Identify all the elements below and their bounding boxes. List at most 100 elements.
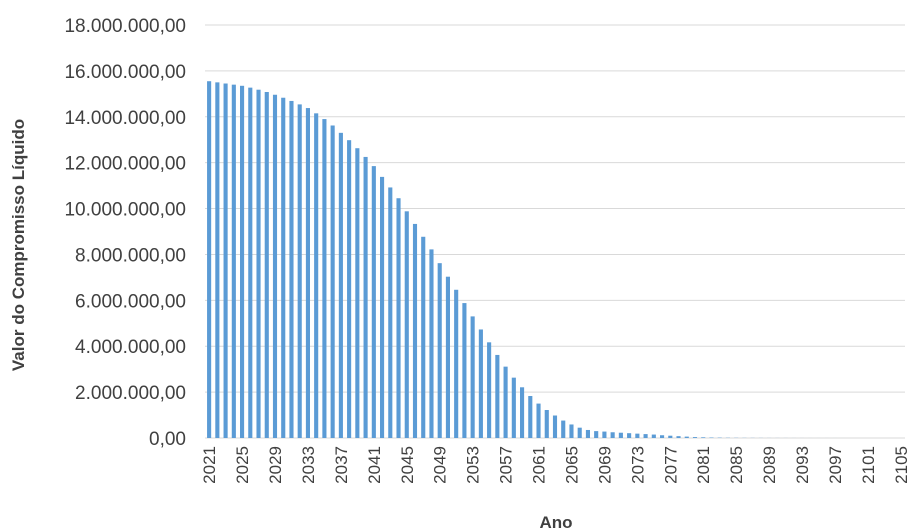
- bar: [520, 387, 525, 438]
- bar: [297, 104, 302, 438]
- bar: [215, 82, 220, 438]
- bar: [511, 377, 516, 438]
- y-tick-label: 18.000.000,00: [64, 16, 186, 37]
- bar: [231, 84, 236, 439]
- bar: [503, 366, 508, 438]
- bar: [355, 148, 360, 438]
- x-tick-label: 2053: [464, 446, 483, 484]
- bar: [305, 108, 310, 438]
- bar: [330, 125, 335, 438]
- bar: [536, 403, 541, 438]
- bar: [314, 113, 319, 438]
- y-tick-label: 4.000.000,00: [75, 337, 186, 358]
- bar: [651, 434, 656, 438]
- bar: [445, 276, 450, 438]
- x-tick-label: 2049: [431, 446, 450, 484]
- x-tick-label: 2025: [233, 446, 252, 484]
- x-tick-label: 2041: [365, 446, 384, 484]
- y-tick-label: 10.000.000,00: [64, 200, 186, 221]
- y-tick-label: 0,00: [149, 429, 186, 450]
- x-tick-label: 2089: [760, 446, 779, 484]
- x-tick-label: 2061: [530, 446, 549, 484]
- bar: [660, 435, 665, 438]
- x-tick-label: 2029: [266, 446, 285, 484]
- x-tick-label: 2081: [694, 446, 713, 484]
- bar: [289, 100, 294, 439]
- bar: [643, 434, 648, 438]
- bar: [363, 156, 368, 439]
- bar: [223, 83, 228, 438]
- x-tick-label: 2037: [332, 446, 351, 484]
- bar: [668, 435, 673, 438]
- bar: [635, 433, 640, 438]
- bar: [272, 94, 278, 439]
- x-axis-title: Ano: [539, 513, 572, 532]
- bar: [388, 187, 393, 438]
- bar: [380, 176, 385, 439]
- gridlines: [205, 24, 905, 439]
- bar: [404, 211, 409, 438]
- bar: [528, 396, 533, 438]
- bar: [561, 420, 566, 438]
- y-tick-label: 2.000.000,00: [75, 383, 186, 404]
- bar: [248, 87, 253, 438]
- bar: [371, 166, 376, 438]
- bar: [544, 410, 549, 438]
- bar: [462, 303, 467, 438]
- bar: [487, 342, 492, 438]
- bar: [454, 289, 459, 438]
- x-tick-label: 2057: [497, 446, 516, 484]
- x-tick-label: 2093: [793, 446, 812, 484]
- y-tick-label: 6.000.000,00: [75, 291, 186, 312]
- x-axis-ticks: 2021 2025 2029 2033 2037 2041 2045 2049 2053 2057…: [200, 446, 910, 484]
- x-tick-label: 2105: [892, 446, 910, 484]
- x-tick-label: 2097: [826, 446, 845, 484]
- bar: [338, 132, 343, 439]
- x-tick-label: 2069: [595, 446, 614, 484]
- x-tick-label: 2073: [628, 446, 647, 484]
- bar: [495, 354, 500, 438]
- bar: [478, 329, 483, 438]
- y-tick-label: 8.000.000,00: [75, 245, 186, 266]
- bar: [569, 424, 574, 438]
- x-tick-label: 2045: [398, 446, 417, 484]
- bar: [396, 198, 401, 438]
- x-tick-label: 2021: [200, 446, 219, 484]
- y-axis-title: Valor do Compromisso Líquido: [9, 119, 28, 371]
- bar: [470, 316, 475, 438]
- y-tick-label: 12.000.000,00: [64, 154, 186, 175]
- bar: [264, 91, 269, 439]
- bar: [256, 89, 261, 438]
- bar: [421, 236, 426, 438]
- bar: [618, 432, 623, 438]
- bar: [692, 437, 698, 438]
- bar: [322, 119, 327, 439]
- bar-series: [207, 81, 903, 439]
- bar: [701, 437, 706, 438]
- bar: [437, 263, 442, 438]
- bar: [602, 431, 607, 438]
- bar: [429, 249, 434, 438]
- x-tick-label: 2065: [562, 446, 581, 484]
- bar: [676, 436, 681, 438]
- y-tick-label: 16.000.000,00: [64, 62, 186, 83]
- bar: [281, 97, 286, 438]
- x-tick-label: 2077: [661, 446, 680, 484]
- bar: [627, 433, 632, 438]
- bar: [577, 427, 582, 438]
- bar: [684, 436, 689, 438]
- bar: [594, 431, 599, 438]
- bar: [347, 140, 352, 439]
- bar: [552, 415, 558, 438]
- y-tick-label: 14.000.000,00: [64, 108, 186, 129]
- bar: [610, 432, 615, 438]
- bar: [412, 223, 418, 438]
- x-tick-label: 2033: [299, 446, 318, 484]
- bar: [240, 85, 245, 438]
- x-tick-label: 2101: [859, 446, 878, 484]
- bar: [207, 81, 212, 438]
- x-tick-label: 2085: [727, 446, 746, 484]
- y-axis-ticks: 0,00 2.000.000,00 4.000.000,00 6.000.000,00…: [64, 16, 186, 450]
